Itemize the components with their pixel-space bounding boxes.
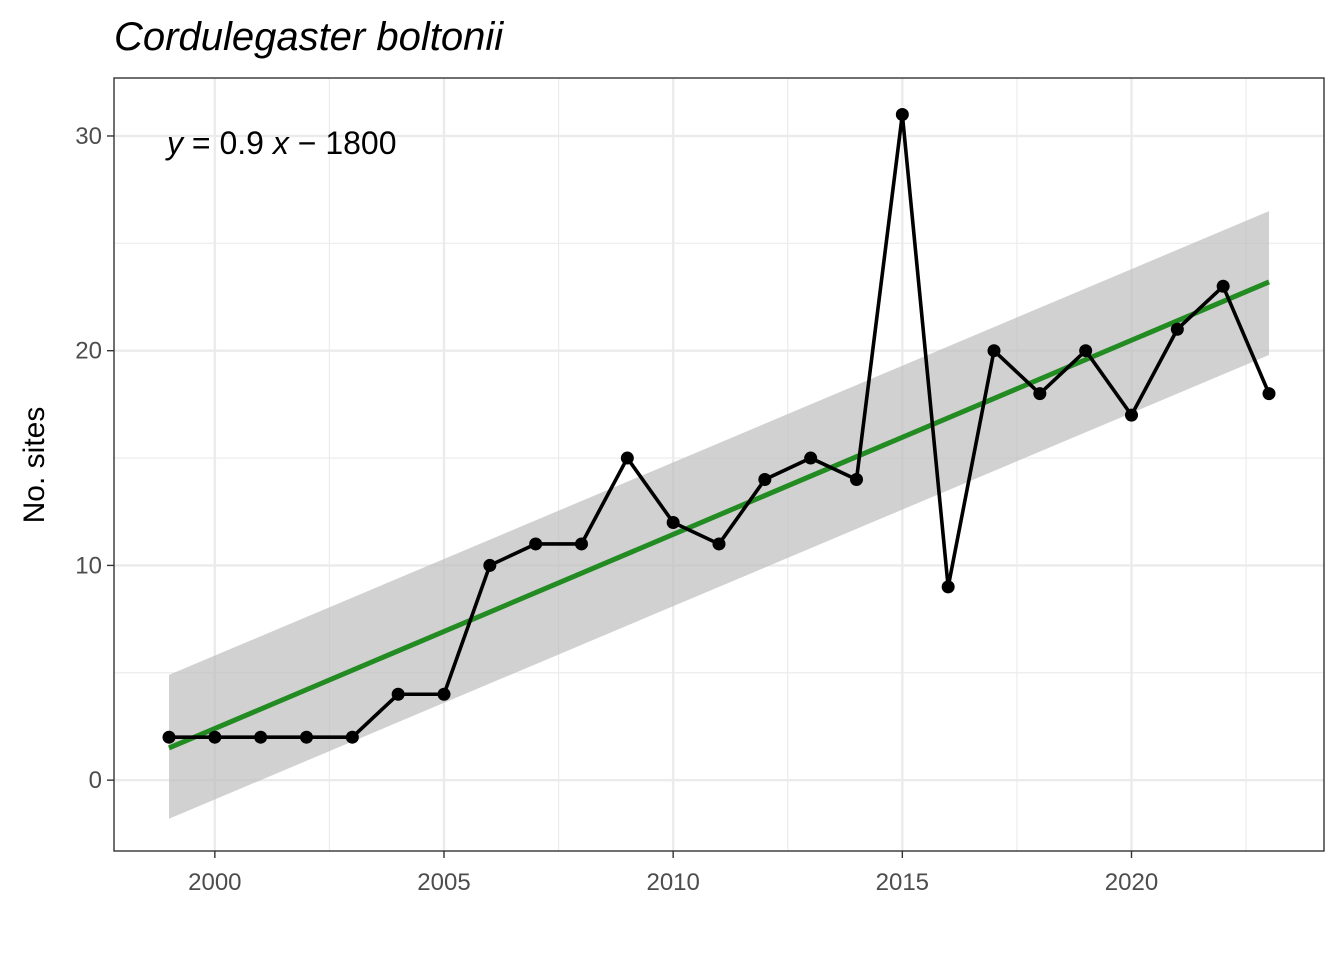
equation-part-2: − 1800 — [289, 125, 397, 161]
y-tick-label: 0 — [89, 767, 102, 794]
data-point — [1262, 387, 1276, 401]
data-point — [850, 473, 863, 487]
x-tick-label: 2000 — [188, 869, 241, 896]
y-axis-ticks: 0 10 20 30 — [75, 123, 114, 794]
data-point — [895, 108, 909, 122]
data-point — [941, 580, 955, 594]
data-point — [758, 473, 772, 487]
data-point — [712, 537, 726, 551]
x-tick-label: 2010 — [646, 869, 699, 896]
regression-line — [168, 279, 1270, 751]
data-point — [254, 730, 268, 744]
y-tick-label: 30 — [75, 123, 102, 150]
data-point — [1033, 387, 1047, 401]
data-point — [1125, 408, 1138, 422]
y-tick-label: 20 — [75, 338, 102, 365]
equation-part-1: = 0.9 — [183, 125, 273, 161]
y-tick-label: 10 — [75, 552, 102, 579]
x-tick-label: 2015 — [876, 869, 929, 896]
x-tick-label: 2020 — [1105, 869, 1158, 896]
data-point — [1216, 279, 1230, 293]
data-point — [529, 537, 543, 551]
major-gridlines — [114, 78, 1324, 851]
equation-x: x — [271, 125, 290, 161]
data-point — [208, 730, 222, 744]
data-point — [804, 451, 818, 465]
data-point — [987, 344, 1001, 358]
data-point — [437, 687, 451, 701]
data-point — [620, 451, 634, 465]
chart-title: Cordulegaster boltonii — [114, 15, 504, 59]
regression-equation: y = 0.9 x − 1800 — [165, 125, 397, 161]
data-point — [345, 730, 359, 744]
data-point — [300, 730, 313, 744]
data-point — [575, 537, 588, 551]
x-tick-label: 2005 — [417, 869, 470, 896]
equation-y: y — [165, 125, 185, 161]
data-point — [1079, 344, 1093, 358]
data-point — [1170, 322, 1184, 336]
data-point — [483, 558, 497, 572]
data-point — [391, 687, 405, 701]
x-axis-ticks: 2000 2005 2010 2015 2020 — [188, 851, 1158, 896]
data-points — [162, 108, 1276, 744]
y-axis-label: No. sites — [18, 407, 51, 524]
panel-border — [113, 77, 1325, 852]
data-point — [162, 730, 176, 744]
data-point — [666, 515, 680, 529]
trend-line — [168, 279, 1270, 751]
